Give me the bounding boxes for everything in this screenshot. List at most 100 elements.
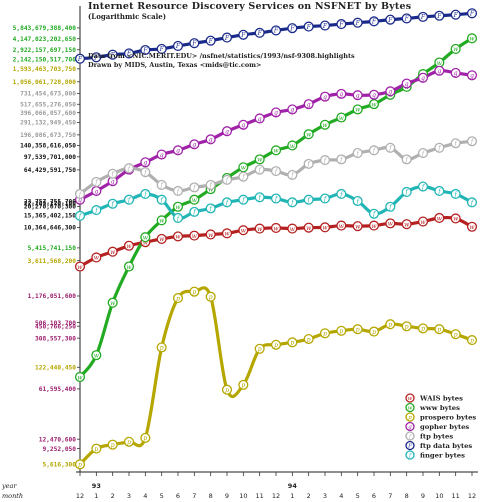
point-circle — [466, 8, 478, 19]
ftp-data-bytes-point: F — [401, 13, 412, 24]
y-tick-label: 517,655,276,050 — [20, 101, 76, 108]
x-tick-label: 1 — [290, 492, 294, 500]
point-letter: w — [290, 143, 296, 150]
ftp-data-bytes-point: F — [270, 25, 282, 36]
point-letter: f — [241, 197, 246, 204]
prospero-bytes-point: p — [123, 436, 135, 447]
point-circle — [156, 179, 167, 190]
point-letter: w — [404, 221, 410, 228]
y-tick: 140,358,616,050 — [20, 143, 80, 150]
prospero-bytes-point: p — [91, 443, 102, 454]
finger-bytes-point: f — [352, 195, 363, 207]
point-circle — [466, 70, 478, 81]
point-circle — [140, 167, 151, 178]
ftp-data-bytes-point: F — [303, 21, 314, 32]
y-tick: 64,429,591,750 — [24, 167, 80, 174]
prospero-bytes-point: p — [189, 286, 200, 297]
point-circle — [466, 33, 478, 44]
point-circle — [74, 371, 86, 383]
ftp-bytes-point: f — [238, 171, 249, 182]
point-letter: w — [322, 225, 328, 232]
point-circle — [254, 154, 265, 165]
www-bytes-point: w — [434, 57, 445, 68]
prospero-bytes-point: p — [254, 343, 265, 354]
prospero-bytes-point: p — [238, 379, 249, 390]
point-circle — [450, 67, 461, 78]
point-letter: f — [143, 191, 148, 198]
point-circle — [450, 329, 461, 340]
gopher-bytes-line — [79, 68, 473, 202]
point-letter: g — [290, 107, 294, 114]
finger-bytes-point: f — [238, 194, 249, 205]
point-circle — [466, 136, 478, 147]
point-circle — [336, 88, 347, 99]
y-tick: 10,364,646,300 — [24, 225, 80, 232]
finger-bytes-point: f — [434, 185, 445, 197]
point-letter: F — [208, 38, 214, 45]
y-tick: 450,766,250 — [35, 323, 80, 330]
ftp-data-bytes-point: F — [368, 16, 380, 27]
y-tick: 1,056,061,728,800 — [13, 79, 80, 86]
finger-bytes-point: f — [205, 203, 216, 214]
wais-bytes-point: w — [368, 220, 380, 231]
legend-label: gopher bytes — [420, 423, 469, 431]
point-circle — [189, 182, 200, 193]
x-year-tick-label: 94 — [288, 482, 298, 490]
point-circle — [352, 221, 363, 232]
point-letter: F — [387, 17, 393, 24]
point-letter: f — [78, 213, 83, 220]
wais-bytes-point: w — [303, 222, 314, 233]
prospero-bytes-point: p — [466, 335, 478, 346]
point-letter: w — [355, 107, 361, 114]
point-letter: f — [274, 168, 279, 175]
point-letter: w — [339, 115, 345, 122]
legend-label: prospero bytes — [420, 414, 476, 422]
point-letter: f — [241, 174, 246, 181]
point-circle — [107, 49, 118, 60]
ftp-data-bytes-point: F — [156, 43, 167, 54]
point-circle — [254, 223, 265, 234]
y-tick-label: 291,132,949,450 — [20, 120, 76, 127]
point-letter: f — [307, 197, 312, 204]
point-circle — [254, 343, 265, 354]
point-circle — [385, 14, 396, 25]
point-letter: f — [307, 161, 312, 168]
point-circle — [401, 186, 412, 197]
gopher-bytes-point: g — [352, 90, 363, 101]
y-axis-ticks: 5,616,300 9,252,050 12,470,600 61,595,400 12… — [13, 25, 80, 469]
prospero-bytes-point: p — [107, 439, 118, 450]
finger-bytes-point: f — [319, 193, 331, 204]
point-letter: w — [159, 236, 165, 243]
point-circle — [319, 20, 331, 31]
wais-bytes-point: w — [221, 228, 233, 239]
x-tick-label: 6 — [372, 492, 376, 500]
point-letter: f — [339, 191, 344, 198]
www-bytes-point: w — [368, 99, 380, 110]
point-letter: f — [437, 145, 442, 152]
point-letter: p — [307, 336, 311, 343]
y-tick: 1,176,051,600 — [28, 293, 80, 300]
wais-bytes-point: w — [336, 220, 347, 231]
prospero-bytes-point: p — [303, 333, 314, 345]
point-letter: w — [273, 225, 279, 232]
point-circle — [417, 72, 429, 83]
point-circle — [172, 185, 184, 197]
point-circle — [385, 201, 396, 212]
point-circle — [156, 233, 167, 244]
point-circle — [368, 208, 380, 219]
y-tick: 5,415,741,150 — [28, 245, 80, 252]
point-circle — [156, 43, 167, 54]
point-letter: p — [258, 346, 262, 353]
point-letter: F — [224, 35, 230, 42]
y-tick-label: 450,766,250 — [35, 323, 76, 330]
point-circle — [91, 350, 102, 361]
www-bytes-point: w — [123, 261, 135, 272]
point-circle — [238, 29, 249, 40]
y-tick-label: 308,557,300 — [35, 335, 76, 342]
finger-bytes-point: f — [270, 193, 282, 204]
legend-marker — [405, 412, 415, 422]
ftp-data-bytes-point: F — [221, 32, 233, 43]
point-letter: f — [421, 184, 426, 191]
point-circle — [107, 168, 118, 179]
